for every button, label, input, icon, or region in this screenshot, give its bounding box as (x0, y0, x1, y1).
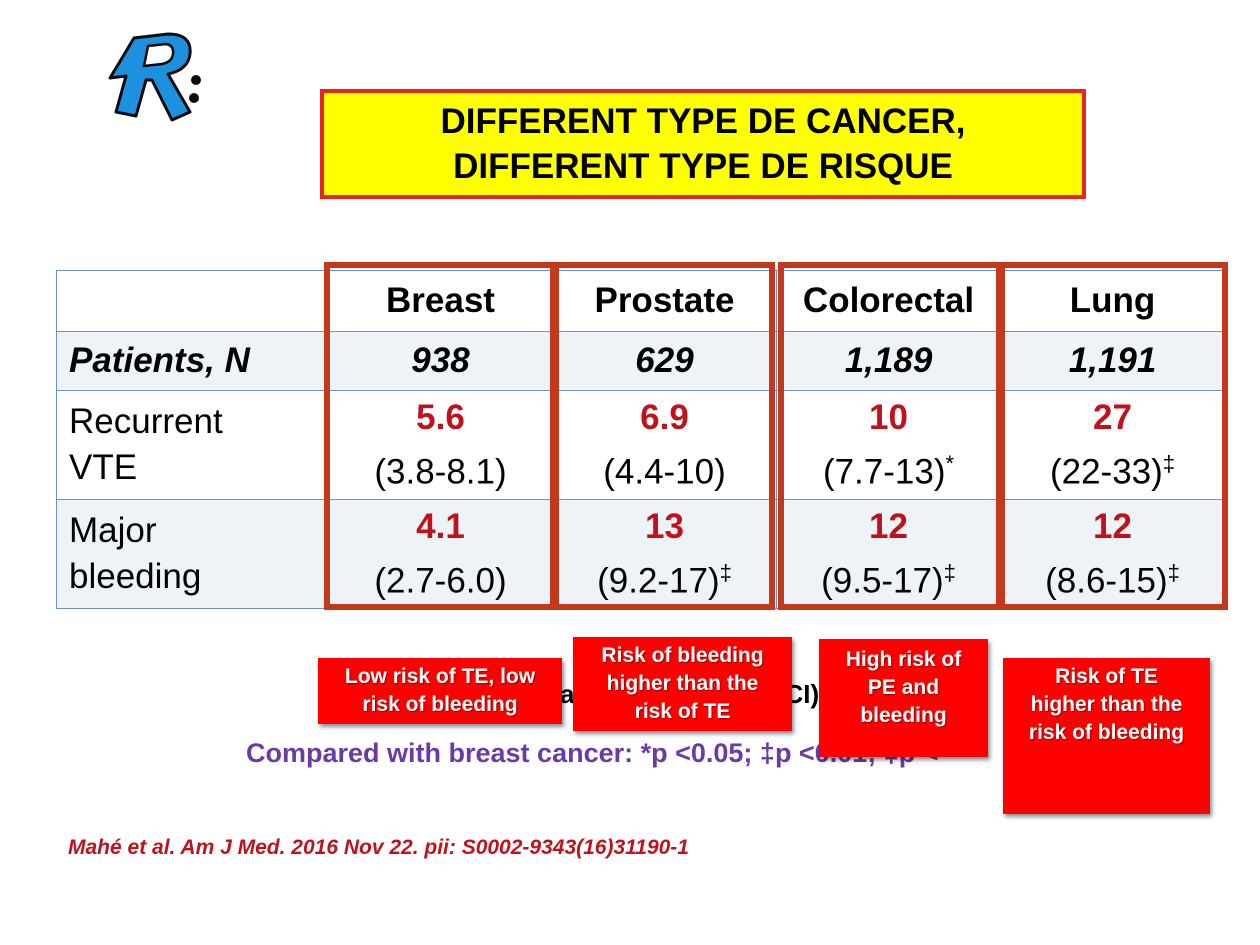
callout-colorectal: High risk of PE and bleeding (819, 639, 988, 757)
rate-value: 4.1 (416, 506, 465, 546)
table-row-recurrent-vte: Recurrent VTE 5.6 (3.8-8.1) 6.9 (4.4-10)… (56, 390, 1225, 500)
callout-prostate: Risk of bleeding higher than the risk of… (573, 637, 792, 731)
ci-text: (4.4-10) (603, 452, 726, 492)
callout-line-1: Low risk of TE, low (344, 665, 536, 688)
column-highlight-breast (324, 262, 556, 610)
slide-title-line-2: DIFFERENT TYPE DE RISQUE (453, 147, 953, 186)
row-label-patients: Patients, N (56, 331, 329, 391)
ci-text: (3.8-8.1) (374, 452, 507, 492)
callout-line-1: High risk of (845, 648, 962, 671)
recurrent-vte-lung: 27 (22-33)‡ (1000, 390, 1225, 500)
major-bleeding-prostate: 13 (9.2-17)‡ (552, 499, 777, 609)
header-empty-cell (56, 270, 329, 332)
confidence-interval: (7.7-13)* (777, 441, 1000, 496)
callout-line-3: bleeding (860, 704, 947, 727)
row-label-line-2: bleeding (69, 557, 202, 596)
citation: Mahé et al. Am J Med. 2016 Nov 22. pii: … (68, 836, 689, 859)
callout-line-2: PE and (867, 676, 940, 699)
row-label-line-1: Major (69, 511, 157, 550)
callout-line-2: risk of bleeding (362, 693, 518, 716)
ci-text: (2.7-6.0) (374, 561, 507, 601)
table-row-major-bleeding: Major bleeding 4.1 (2.7-6.0) 13 (9.2-17)… (56, 499, 1225, 609)
significance-mark: * (945, 450, 955, 476)
confidence-interval: (9.5-17)‡ (777, 550, 1000, 605)
column-header-colorectal: Colorectal (776, 270, 1001, 332)
significance-mark: ‡ (943, 559, 956, 585)
column-highlight-colorectal (778, 262, 1002, 610)
callout-line-3: risk of bleeding (1028, 721, 1185, 744)
slide-title-box: DIFFERENT TYPE DE CANCER, DIFFERENT TYPE… (320, 89, 1086, 199)
callout-line-3: risk of TE (634, 700, 731, 723)
confidence-interval: (3.8-8.1) (329, 441, 552, 496)
ci-text: (9.2-17) (597, 561, 720, 601)
significance-mark: ‡ (1162, 450, 1176, 476)
recurrent-vte-colorectal: 10 (7.7-13)* (776, 390, 1001, 500)
confidence-interval: (9.2-17)‡ (553, 550, 776, 605)
patients-colorectal: 1,189 (776, 331, 1001, 391)
callout-line-1: Risk of TE (1055, 665, 1158, 688)
major-bleeding-colorectal: 12 (9.5-17)‡ (776, 499, 1001, 609)
patients-prostate: 629 (552, 331, 777, 391)
table-row-patients: Patients, N 938 629 1,189 1,191 (56, 331, 1225, 391)
major-bleeding-lung: 12 (8.6-15)‡ (1000, 499, 1225, 609)
recurrent-vte-prostate: 6.9 (4.4-10) (552, 390, 777, 500)
stylized-r-logo-icon (108, 32, 201, 122)
column-highlight-lung (999, 262, 1228, 610)
rate-value: 27 (1093, 397, 1132, 437)
column-highlight-prostate (553, 262, 775, 610)
major-bleeding-breast: 4.1 (2.7-6.0) (328, 499, 553, 609)
rate-value: 12 (1093, 506, 1132, 546)
callout-lung: Risk of TE higher than the risk of bleed… (1003, 658, 1210, 814)
patients-breast: 938 (328, 331, 553, 391)
patients-lung: 1,191 (1000, 331, 1225, 391)
covered-fragment-a: a (560, 679, 575, 709)
significance-mark: ‡ (1167, 559, 1180, 585)
rate-value: 6.9 (640, 397, 689, 437)
callout-line-2: higher than the (1030, 693, 1183, 716)
rate-value: 5.6 (416, 397, 465, 437)
cancer-risk-table: Breast Prostate Colorectal Lung Patients… (56, 270, 1225, 609)
column-header-lung: Lung (1000, 270, 1225, 332)
ci-text: (7.7-13) (822, 452, 946, 492)
callout-line-1: Risk of bleeding (601, 644, 764, 667)
confidence-interval: (2.7-6.0) (329, 550, 552, 605)
callout-line-2: higher than the (606, 672, 759, 695)
row-label-recurrent-vte: Recurrent VTE (56, 390, 329, 500)
ci-text: (9.5-17) (821, 561, 944, 601)
ci-text: (8.6-15) (1045, 561, 1168, 601)
confidence-interval: (4.4-10) (553, 441, 776, 496)
rate-value: 10 (869, 397, 908, 437)
ci-text: (22-33) (1049, 452, 1163, 492)
callout-breast: Low risk of TE, low risk of bleeding (318, 658, 562, 724)
slide-title-line-1: DIFFERENT TYPE DE CANCER, (440, 102, 966, 141)
confidence-interval: (22-33)‡ (1001, 441, 1224, 496)
rate-value: 12 (869, 506, 908, 546)
significance-mark: ‡ (719, 559, 732, 585)
rate-value: 13 (645, 506, 684, 546)
row-label-line-1: Recurrent (69, 402, 223, 441)
row-label-line-2: VTE (69, 448, 138, 487)
row-label-major-bleeding: Major bleeding (56, 499, 329, 609)
confidence-interval: (8.6-15)‡ (1001, 550, 1224, 605)
recurrent-vte-breast: 5.6 (3.8-8.1) (328, 390, 553, 500)
